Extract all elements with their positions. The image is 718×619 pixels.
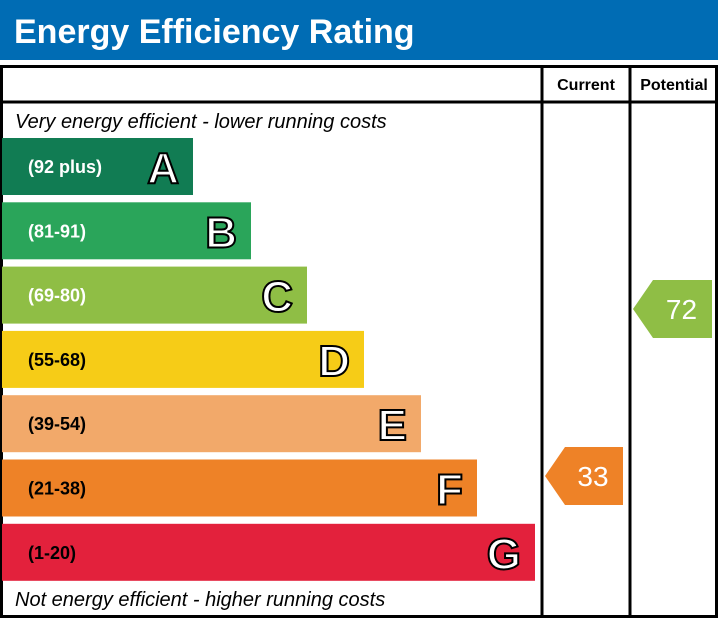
band-g: (1-20) G bbox=[2, 523, 535, 581]
band-range: (55-68) bbox=[28, 350, 86, 370]
band-range: (1-20) bbox=[28, 543, 76, 563]
top-note: Very energy efficient - lower running co… bbox=[15, 111, 387, 133]
band-a: (92 plus) A bbox=[2, 138, 193, 195]
potential-arrow-shape bbox=[633, 280, 712, 338]
band-d: (55-68) D bbox=[2, 330, 364, 388]
band-letter: G bbox=[487, 530, 521, 579]
band-letter: E bbox=[378, 401, 407, 450]
column-header-current: Current bbox=[557, 77, 615, 94]
column-header-potential: Potential bbox=[640, 77, 708, 94]
band-bar bbox=[2, 330, 364, 388]
band-e: (39-54) E bbox=[2, 395, 421, 453]
bottom-note: Not energy efficient - higher running co… bbox=[15, 589, 385, 611]
table-frame bbox=[0, 65, 718, 618]
title-bar bbox=[0, 0, 718, 60]
band-range: (81-91) bbox=[28, 221, 86, 241]
chart-title: Energy Efficiency Rating bbox=[14, 13, 415, 51]
band-bar bbox=[2, 202, 251, 260]
band-letter: F bbox=[436, 466, 463, 515]
band-bar bbox=[2, 266, 307, 324]
band-letter: B bbox=[205, 208, 237, 257]
band-letter: A bbox=[147, 144, 179, 193]
current-rating-arrow: 33 bbox=[545, 447, 623, 505]
band-range: (92 plus) bbox=[28, 157, 102, 177]
band-b: (81-91) B bbox=[2, 202, 251, 260]
band-letter: C bbox=[261, 273, 293, 322]
current-arrow-shape bbox=[545, 447, 623, 505]
band-letter: D bbox=[318, 337, 350, 386]
band-bar bbox=[2, 459, 477, 517]
band-bar bbox=[2, 138, 193, 195]
band-bar bbox=[2, 523, 535, 581]
potential-rating-value: 72 bbox=[666, 294, 697, 325]
band-range: (21-38) bbox=[28, 479, 86, 499]
potential-rating-arrow: 72 bbox=[633, 280, 712, 338]
band-bar bbox=[2, 395, 421, 453]
band-range: (39-54) bbox=[28, 414, 86, 434]
band-f: (21-38) F bbox=[2, 459, 477, 517]
band-c: (69-80) C bbox=[2, 266, 307, 324]
current-rating-value: 33 bbox=[577, 461, 608, 492]
band-range: (69-80) bbox=[28, 286, 86, 306]
